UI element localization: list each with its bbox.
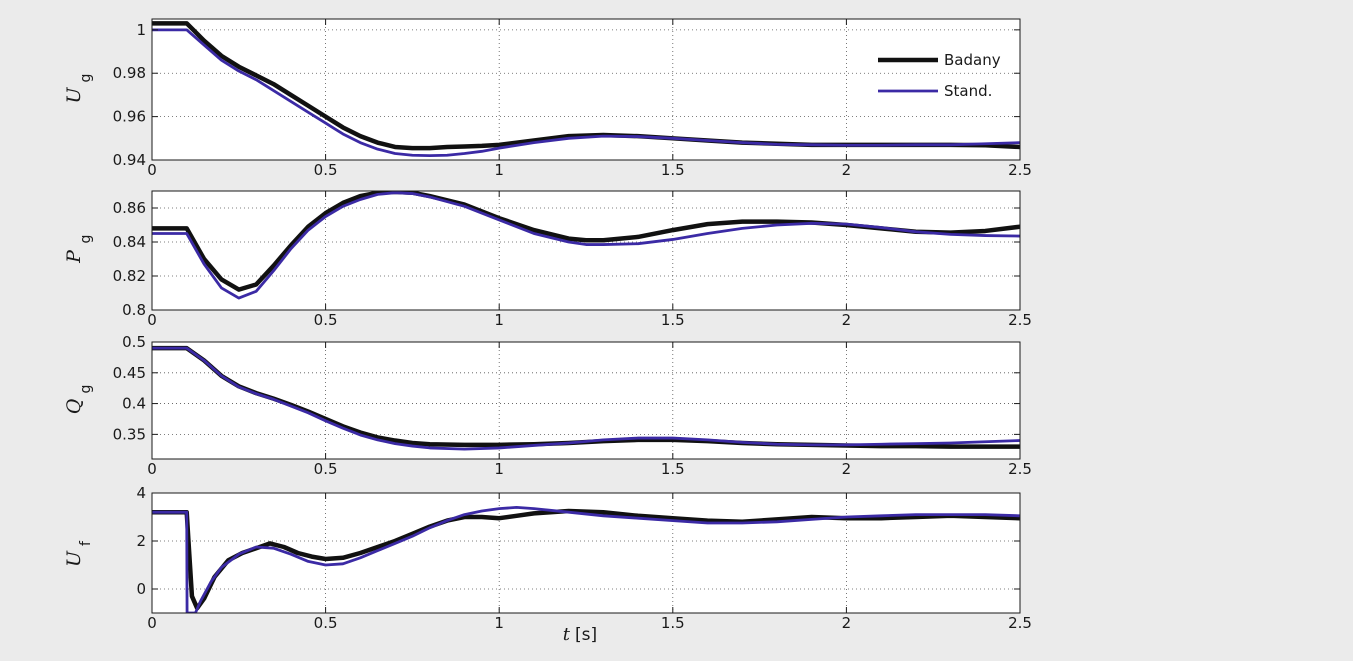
axes-frame	[151, 18, 1021, 161]
y-tick-label: 0.98	[113, 64, 146, 82]
axes-frame	[151, 190, 1021, 311]
panel-3: 0 0.5 1 1.5 2 2.5 0.35 0.4 0.45 0.5 Qg	[63, 333, 1032, 478]
y-tick-label: 0.8	[122, 301, 146, 319]
y-axis-label-main: U	[63, 87, 85, 104]
y-tick-label: 0.35	[113, 425, 146, 443]
legend-label: Badany	[944, 51, 1001, 69]
legend: Badany Stand.	[878, 51, 1001, 100]
y-axis-label-main: P	[63, 249, 85, 264]
panel-1: 0 0.5 1 1.5 2 2.5 0.94 0.96 0.98 1 Ug Badany Stand.	[63, 18, 1032, 179]
series-line-blue	[152, 506, 1020, 613]
x-tick-label: 2.5	[1008, 460, 1032, 478]
x-tick-label: 0	[147, 161, 157, 179]
y-tick-label: 0.4	[122, 395, 146, 413]
x-tick-label: 0	[147, 614, 157, 632]
y-axis-label: Pg	[63, 235, 94, 264]
y-tick-label: 0.84	[113, 233, 146, 251]
y-axis-label-main: U	[63, 550, 85, 567]
plot-area	[152, 191, 1020, 310]
plot-area	[152, 342, 1020, 459]
y-tick-label: 0.82	[113, 267, 146, 285]
y-axis-label-subscript: g	[78, 74, 94, 83]
y-tick-label: 2	[136, 532, 146, 550]
panel-4: 0 0.5 1 1.5 2 2.5 0 2 4 Uf t [s]	[63, 484, 1032, 645]
y-tick-label: 0.96	[113, 108, 146, 126]
y-tick-label: 0.94	[113, 151, 146, 169]
x-axis-label: t	[563, 624, 571, 645]
y-tick-label: 0.45	[113, 364, 146, 382]
y-axis-label-subscript: f	[78, 540, 94, 546]
x-tick-label: 1.5	[661, 311, 685, 329]
y-tick-label: 4	[136, 484, 146, 502]
x-tick-label: 0.5	[314, 161, 338, 179]
x-tick-label: 1.5	[661, 460, 685, 478]
x-tick-label: 2	[842, 460, 852, 478]
x-tick-label: 1	[494, 614, 504, 632]
y-tick-label: 0	[136, 580, 146, 598]
y-axis-label: Ug	[63, 74, 94, 104]
x-tick-label: 2	[842, 161, 852, 179]
y-axis-label-main: Q	[63, 399, 85, 415]
y-tick-label: 0.5	[122, 333, 146, 351]
x-tick-label: 0	[147, 460, 157, 478]
y-axis-label: Uf	[63, 540, 94, 567]
x-tick-label: 2	[842, 311, 852, 329]
x-tick-label: 1.5	[661, 161, 685, 179]
x-tick-label: 0	[147, 311, 157, 329]
y-axis-label: Qg	[63, 385, 94, 415]
panel-2: 0 0.5 1 1.5 2 2.5 0.8 0.82 0.84 0.86 Pg	[63, 190, 1032, 329]
x-tick-label: 2.5	[1008, 614, 1032, 632]
x-tick-label: 1	[494, 311, 504, 329]
y-tick-label: 0.86	[113, 199, 146, 217]
axes-frame	[151, 341, 1021, 460]
x-tick-label: 2.5	[1008, 161, 1032, 179]
x-tick-label: 0.5	[314, 460, 338, 478]
x-tick-label: 2	[842, 614, 852, 632]
x-tick-label: 2.5	[1008, 311, 1032, 329]
x-tick-label: 1	[494, 460, 504, 478]
y-tick-label: 1	[136, 21, 146, 39]
series-line-blue	[152, 28, 1020, 158]
y-axis-label-subscript: g	[78, 385, 94, 394]
series-line-blue	[152, 346, 1020, 451]
y-axis-label-subscript: g	[78, 235, 94, 244]
axes-frame	[151, 492, 1021, 614]
x-axis-unit: [s]	[575, 625, 597, 645]
series-line-blue	[152, 191, 1020, 300]
x-tick-label: 0.5	[314, 614, 338, 632]
x-tick-label: 0.5	[314, 311, 338, 329]
x-tick-label: 1	[494, 161, 504, 179]
legend-label: Stand.	[944, 82, 992, 100]
x-tick-label: 1.5	[661, 614, 685, 632]
